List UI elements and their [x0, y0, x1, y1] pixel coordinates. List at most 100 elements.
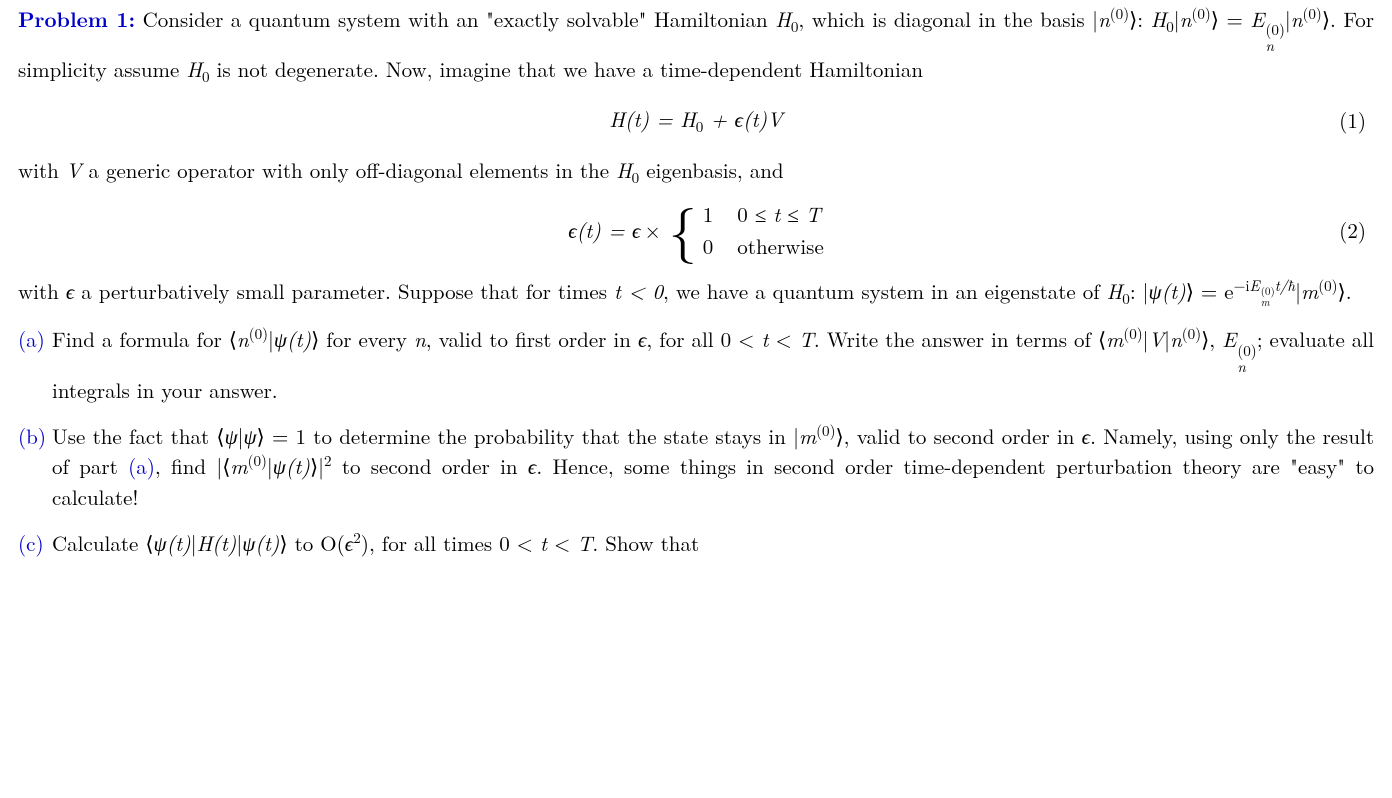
text: eigenbasis, and: [639, 155, 783, 185]
math-sup: (0): [1191, 3, 1210, 24]
text: a perturbatively small parameter. Suppos…: [74, 276, 614, 306]
math-m: m: [1301, 276, 1318, 306]
text: with: [18, 155, 66, 185]
part-b: (b) Use the fact that ⟨ψ|ψ⟩ = 1 to deter…: [18, 421, 1374, 512]
math-H: H: [1107, 276, 1123, 306]
text: ⟩:: [1129, 4, 1151, 34]
math-psi: ψ(t): [273, 451, 310, 481]
part-body: Find a formula for ⟨n(0)|ψ(t)⟩ for every…: [52, 324, 1374, 405]
math-sup: (0): [1123, 323, 1142, 344]
part-body: Calculate ⟨ψ(t)|H(t)|ψ(t)⟩ to O(ϵ2), for…: [52, 528, 1374, 558]
text: Consider a quantum system with an "exact…: [135, 4, 775, 34]
math-m: m: [1106, 324, 1123, 354]
math-sup: (0): [1303, 3, 1322, 24]
text: is not degenerate. Now, imagine that: [210, 54, 557, 84]
left-brace: {: [669, 200, 697, 256]
math-m: m: [799, 421, 816, 451]
text: a generic operator with only off-diagona…: [81, 155, 616, 185]
text: ⟩|: [310, 451, 324, 481]
math-T: T: [577, 528, 592, 558]
math-psi: ψ(t): [154, 528, 191, 558]
text: <: [547, 528, 577, 558]
math-m: m: [230, 451, 247, 481]
math-V: V: [1149, 324, 1165, 354]
math-sup: (0): [1110, 3, 1129, 24]
paragraph: with ϵ a perturbatively small parameter.…: [18, 276, 1374, 309]
math-E: E: [1250, 4, 1264, 34]
math-sup: (0): [248, 450, 267, 471]
math-E: E: [1222, 324, 1236, 354]
math-H: H: [616, 155, 632, 185]
math: t < 0: [614, 276, 663, 306]
math-sub: 0: [1122, 288, 1130, 309]
problem-label: Problem 1:: [18, 4, 135, 34]
math-sup: (0): [816, 420, 835, 441]
math-V: V: [66, 155, 82, 185]
math-exponent: −iE(0)mt/ħ: [1234, 275, 1296, 296]
sub: n: [1266, 38, 1285, 54]
math-psi: ψ(t): [242, 528, 279, 558]
text: in terms of ⟨: [991, 324, 1106, 354]
text: ⟩ = 1 to determine the probability that …: [257, 421, 799, 451]
eq-body: ϵ(t) = ϵ × { 1 0 ≤ t ≤ T 0 otherwise: [568, 199, 824, 262]
math-H: H: [1151, 4, 1167, 34]
text: ⟩ =: [1211, 4, 1251, 34]
math-psi: ψ(t): [274, 324, 311, 354]
math-n: n: [1098, 4, 1110, 34]
text: , which is diagonal: [798, 4, 971, 34]
math-sub: 0: [1166, 16, 1174, 37]
text: eigenstate of: [985, 276, 1107, 306]
part-label: (a): [18, 324, 52, 354]
text: . Hence,: [536, 451, 613, 481]
paragraph: with V a generic operator with only off-…: [18, 155, 1374, 185]
text: ⟩ = e: [1186, 276, 1234, 306]
text: ⟩ for every: [311, 324, 414, 354]
text: we have a time-dependent Hamiltonian: [563, 54, 923, 84]
equation-number: (2): [1339, 215, 1366, 245]
equation-2: ϵ(t) = ϵ × { 1 0 ≤ t ≤ T 0 otherwise (2): [18, 199, 1374, 262]
text: . Write the answer: [814, 324, 984, 354]
page: Problem 1: Consider a quantum system wit…: [0, 0, 1392, 579]
text: : |: [1130, 276, 1149, 306]
math-t: t: [762, 324, 769, 354]
part-label: (b): [18, 421, 52, 451]
text: ⟩.: [1338, 276, 1352, 306]
crossref-a: (a): [128, 451, 155, 481]
part-c: (c) Calculate ⟨ψ(t)|H(t)|ψ(t)⟩ to O(ϵ2),…: [18, 528, 1374, 558]
math-eps: ϵ: [345, 528, 353, 558]
case-condition: otherwise: [737, 231, 824, 261]
part-label: (c): [18, 528, 52, 558]
case-value: 1: [703, 199, 714, 229]
math: H(t) = H: [609, 104, 696, 134]
text: . Show that: [592, 528, 699, 558]
equation-1: H(t) = H0 + ϵ(t)V (1): [18, 99, 1374, 141]
part-body: Use the fact that ⟨ψ|ψ⟩ = 1 to determine…: [52, 421, 1374, 512]
text: , find |⟨: [155, 451, 230, 481]
text: to second order in: [332, 451, 528, 481]
text: , for all 0 <: [646, 324, 761, 354]
math-sup: (0): [249, 323, 268, 344]
case-condition: 0 ≤ t ≤ T: [737, 199, 824, 229]
case-value: 0: [703, 231, 714, 261]
math-psi: ψ(t): [1149, 276, 1186, 306]
math-sup: (0): [1318, 275, 1337, 296]
times-sign: ×: [640, 215, 664, 245]
text: in the basis |: [978, 4, 1098, 34]
math-sup: (0): [1182, 323, 1201, 344]
math: + ϵ(t)V: [703, 104, 782, 134]
math-sub: 0: [202, 66, 210, 87]
math-sup: 2: [353, 527, 361, 548]
text: ⟩,: [1201, 324, 1222, 354]
math-H: H: [775, 4, 791, 34]
math: ϵ(t) = ϵ: [568, 215, 640, 245]
text: , we have a quantum system in an: [663, 276, 978, 306]
math-n: n: [1180, 4, 1192, 34]
problem-intro: Problem 1: Consider a quantum system wit…: [18, 4, 1374, 85]
sub: n: [1237, 359, 1256, 375]
equation-number: (1): [1339, 104, 1366, 134]
text: Calculate ⟨: [52, 528, 154, 558]
math-sup: 2: [324, 450, 332, 471]
math-n: n: [1291, 4, 1303, 34]
math-psi: ψ: [225, 421, 238, 451]
math-t: t: [540, 528, 547, 558]
